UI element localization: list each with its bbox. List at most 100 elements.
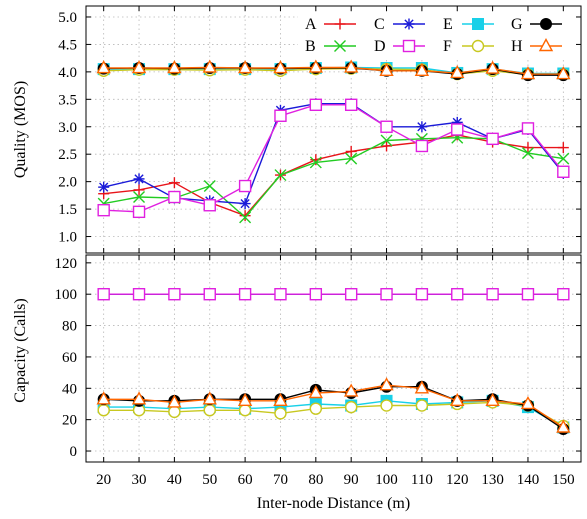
data-point-x: [557, 152, 570, 165]
legend-label: F: [443, 38, 452, 55]
data-point-plus: [557, 142, 569, 154]
bottom-y-ticks: 0 20 40 60 80 100 120: [55, 255, 581, 462]
data-point-circle: [344, 400, 358, 414]
legend-item-e: E: [443, 16, 494, 33]
legend-label: B: [305, 38, 316, 55]
series-line: [103, 384, 564, 429]
series-line: [103, 134, 564, 217]
data-point-triangle: [343, 59, 359, 73]
data-point-circle: [238, 404, 252, 417]
top-plot-frame: [85, 5, 582, 254]
bottom-series-group: [96, 288, 571, 436]
legend-label: C: [374, 16, 385, 33]
y-tick-label: 4.0: [58, 65, 77, 81]
data-point-square: [415, 139, 429, 153]
bottom-grid: [86, 255, 581, 462]
data-point-square: [402, 39, 416, 53]
legend-item-h: H: [511, 38, 562, 55]
data-point-square: [238, 288, 252, 301]
x-tick-label: 140: [517, 472, 540, 488]
data-point-square: [97, 288, 110, 301]
top-series-group: [96, 59, 571, 224]
x-tick-label: 70: [273, 472, 288, 488]
legend-item-g: G: [511, 16, 562, 33]
data-point-square: [309, 288, 323, 301]
data-point-plus: [334, 18, 346, 30]
data-point-x: [309, 156, 322, 169]
data-point-square: [309, 98, 323, 112]
data-point-plus: [345, 145, 357, 157]
x-axis-label: Inter-node Distance (m): [257, 495, 410, 512]
data-point-plus: [133, 184, 145, 196]
data-point-plus: [522, 142, 534, 154]
data-point-triangle: [237, 392, 253, 407]
x-ticks: 20 30 40 50 60 70 80 90 100 110 120 130 140 150: [96, 472, 574, 488]
data-point-square: [521, 122, 535, 135]
y-tick-label: 3.5: [58, 92, 77, 108]
data-point-square: [203, 288, 216, 301]
top-y-axis-label: Quality (MOS): [12, 81, 29, 178]
data-point-square: [238, 179, 252, 193]
x-tick-label: 80: [308, 472, 323, 488]
data-point-triangle: [379, 377, 394, 391]
y-tick-label: 0: [70, 444, 78, 460]
data-point-circle: [471, 39, 485, 53]
x-tick-label: 130: [481, 472, 504, 488]
legend-item-b: B: [305, 38, 356, 55]
data-point-x: [345, 152, 358, 165]
series-h: [96, 377, 571, 433]
data-point-square: [451, 288, 464, 301]
data-point-plus: [168, 177, 180, 189]
series-line: [103, 66, 564, 75]
data-point-triangle: [202, 391, 217, 405]
y-tick-label: 80: [62, 319, 77, 335]
x-tick-label: 60: [238, 472, 253, 488]
data-point-square: [415, 288, 429, 301]
x-tick-label: 150: [552, 472, 575, 488]
data-point-triangle: [308, 59, 324, 73]
legend-item-c: C: [374, 16, 425, 33]
data-point-star: [239, 198, 251, 210]
y-tick-label: 4.5: [58, 37, 77, 53]
y-tick-label: 5.0: [58, 10, 77, 26]
x-tick-label: 40: [167, 472, 182, 488]
legend-item-f: F: [443, 38, 494, 55]
data-point-square: [132, 288, 146, 301]
series-h: [96, 59, 571, 80]
x-tick-label: 110: [411, 472, 433, 488]
data-point-square: [132, 205, 146, 219]
data-point-triangle: [273, 60, 288, 74]
y-tick-label: 40: [62, 381, 77, 397]
data-point-circle: [168, 405, 181, 419]
data-point-square: [344, 98, 358, 112]
data-point-triangle: [520, 66, 536, 80]
top-y-ticks: 1.0 1.5 2.0 2.5 3.0 3.5 4.0 4.5 5.0: [58, 6, 581, 253]
data-point-triangle: [450, 392, 465, 407]
legend-label: H: [511, 38, 523, 55]
data-point-circle: [415, 399, 429, 412]
data-point-square: [168, 190, 181, 204]
data-point-plus: [239, 210, 251, 222]
data-point-triangle: [167, 60, 182, 74]
data-point-star: [403, 18, 415, 30]
data-point-square: [380, 288, 393, 301]
data-point-triangle: [131, 391, 147, 405]
y-tick-label: 2.0: [58, 175, 77, 191]
data-point-circle: [380, 399, 393, 412]
data-point-triangle: [131, 60, 147, 74]
legend-item-d: D: [374, 38, 425, 55]
x-tick-label: 20: [96, 472, 111, 488]
x-tick-label: 100: [375, 472, 398, 488]
data-point-star: [133, 173, 145, 185]
bottom-plot-frame: [85, 254, 582, 463]
data-point-star: [98, 181, 110, 193]
series-d: [97, 98, 570, 219]
data-point-square: [486, 288, 499, 301]
data-point-circle: [97, 404, 110, 417]
data-point-x: [380, 134, 393, 147]
legend-label: G: [511, 16, 523, 33]
data-point-square: [380, 120, 393, 133]
data-point-triangle: [485, 60, 500, 74]
data-point-x: [133, 191, 146, 204]
y-tick-label: 60: [62, 350, 77, 366]
